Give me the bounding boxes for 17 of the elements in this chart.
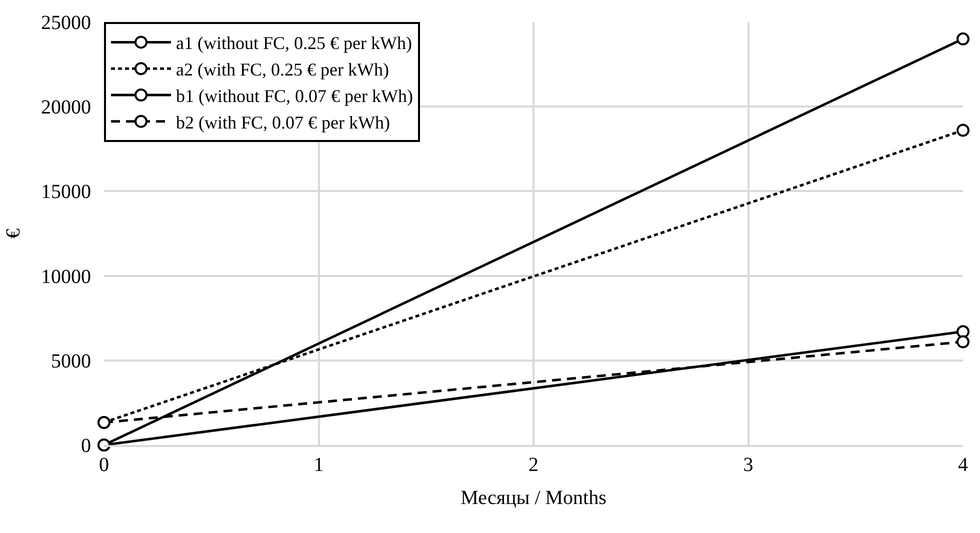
x-tick-label: 0 [99, 454, 109, 476]
y-axis-title: € [2, 228, 24, 238]
y-tick-label: 0 [81, 435, 91, 457]
x-tick-label: 2 [528, 454, 538, 476]
y-tick-label: 10000 [41, 266, 91, 288]
y-tick-label: 25000 [41, 12, 91, 34]
x-tick-label: 1 [314, 454, 324, 476]
legend-label: a1 (without FC, 0.25 € per kWh) [176, 33, 412, 54]
legend-label: b2 (with FC, 0.07 € per kWh) [176, 112, 390, 132]
y-tick-label: 15000 [41, 181, 91, 204]
x-tick-label: 3 [743, 454, 754, 476]
legend-label: b1 (without FC, 0.07 € per kWh) [176, 86, 413, 106]
x-tick-label: 4 [958, 454, 968, 476]
x-axis-title: Месяцы / Months [460, 487, 607, 509]
y-tick-label: 5000 [51, 350, 91, 372]
y-tick-label: 20000 [41, 96, 91, 119]
legend-label: a2 (with FC, 0.25 € per kWh) [176, 60, 389, 80]
